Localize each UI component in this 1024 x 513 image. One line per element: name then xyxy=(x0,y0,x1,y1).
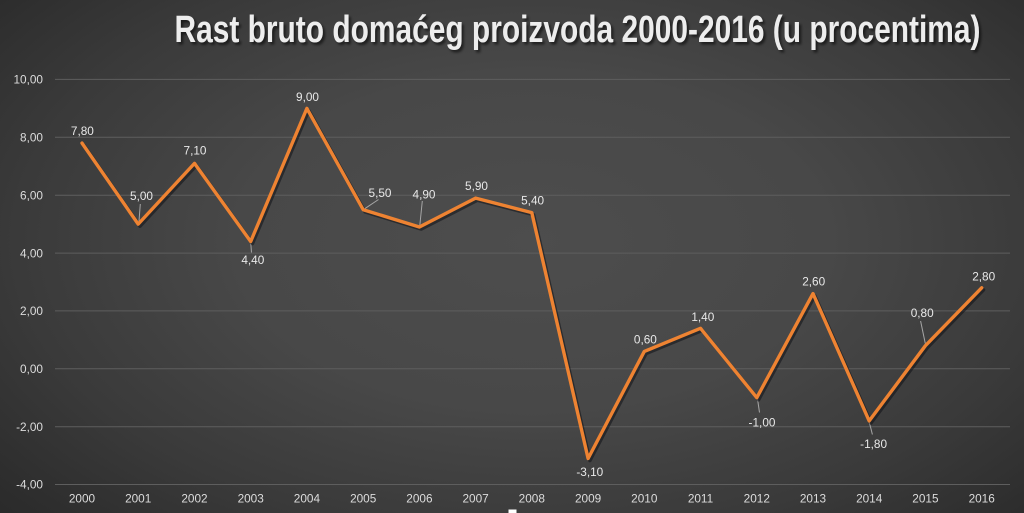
svg-text:2011: 2011 xyxy=(688,491,713,505)
svg-text:2015: 2015 xyxy=(912,491,939,505)
svg-text:2,60: 2,60 xyxy=(802,274,825,288)
svg-text:2013: 2013 xyxy=(800,491,827,505)
svg-text:-1,00: -1,00 xyxy=(749,416,776,430)
svg-text:5,00: 5,00 xyxy=(130,189,153,203)
svg-text:2,80: 2,80 xyxy=(972,270,995,284)
svg-text:10,00: 10,00 xyxy=(13,73,43,87)
svg-text:2010: 2010 xyxy=(631,491,658,505)
svg-text:5,90: 5,90 xyxy=(465,179,488,193)
svg-text:2009: 2009 xyxy=(575,491,601,505)
svg-text:6,00: 6,00 xyxy=(20,188,43,202)
svg-text:0,80: 0,80 xyxy=(911,306,934,320)
svg-text:8,00: 8,00 xyxy=(20,131,43,145)
svg-text:Rast bruto domaćeg proizvoda 2: Rast bruto domaćeg proizvoda 2000-2016 (… xyxy=(175,9,981,51)
svg-text:-3,10: -3,10 xyxy=(576,465,603,479)
svg-text:4,40: 4,40 xyxy=(241,253,264,267)
svg-text:5,40: 5,40 xyxy=(521,194,544,208)
svg-text:2014: 2014 xyxy=(856,491,883,505)
svg-text:2008: 2008 xyxy=(519,491,546,505)
svg-text:1,40: 1,40 xyxy=(691,310,714,324)
svg-text:2016: 2016 xyxy=(969,491,996,505)
svg-text:2007: 2007 xyxy=(462,491,488,505)
svg-text:2006: 2006 xyxy=(406,491,433,505)
svg-text:4,00: 4,00 xyxy=(20,246,43,260)
svg-text:2003: 2003 xyxy=(238,491,265,505)
svg-text:2001: 2001 xyxy=(125,491,151,505)
svg-text:2004: 2004 xyxy=(294,491,321,505)
svg-text:0,60: 0,60 xyxy=(634,332,657,346)
svg-text:5,50: 5,50 xyxy=(369,186,392,200)
svg-text:9,00: 9,00 xyxy=(296,90,319,104)
svg-text:-4,00: -4,00 xyxy=(16,478,43,492)
svg-text:0,00: 0,00 xyxy=(20,362,43,376)
svg-text:2,00: 2,00 xyxy=(20,304,43,318)
svg-text:2012: 2012 xyxy=(744,491,770,505)
svg-text:-1,80: -1,80 xyxy=(860,437,887,451)
svg-text:2005: 2005 xyxy=(350,491,377,505)
svg-text:-2,00: -2,00 xyxy=(16,420,43,434)
svg-text:Rast bruto domaćeg proizvoda 2: Rast bruto domaćeg proizvoda 2000-2016 (… xyxy=(177,12,983,54)
svg-text:7,80: 7,80 xyxy=(71,124,94,138)
svg-text:7,10: 7,10 xyxy=(184,144,207,158)
svg-text:2002: 2002 xyxy=(181,491,207,505)
svg-text:2000: 2000 xyxy=(69,491,96,505)
svg-text:4,90: 4,90 xyxy=(413,188,436,202)
